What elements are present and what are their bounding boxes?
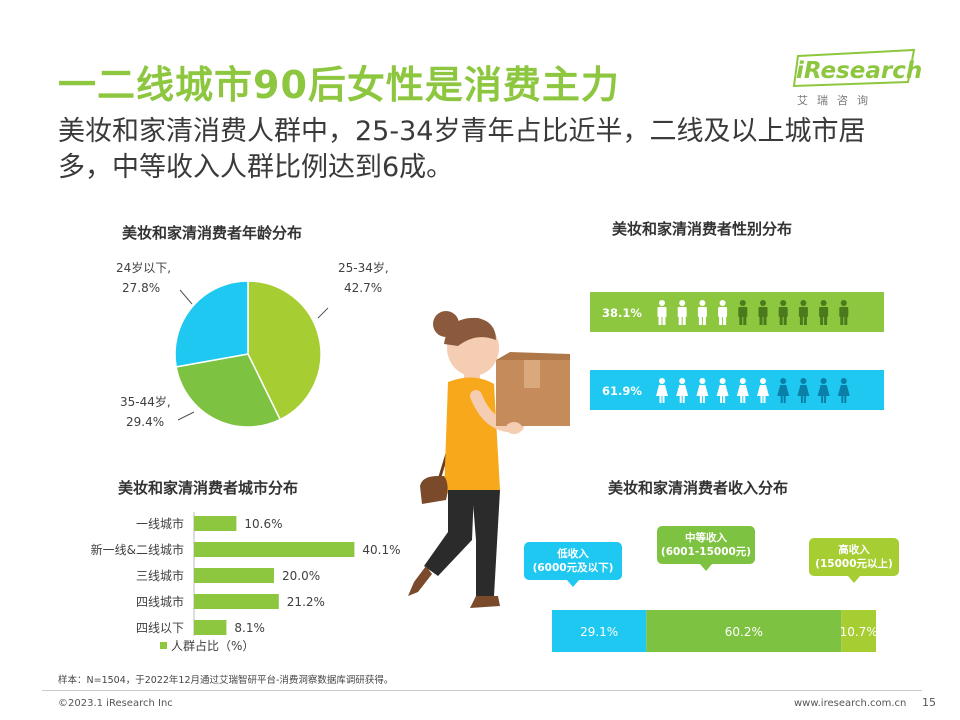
page-number: 15 <box>922 696 936 709</box>
income-segment <box>552 610 647 652</box>
city-bar <box>194 594 279 609</box>
income-category-label: (6000元及以下) <box>533 562 614 574</box>
income-segment <box>646 610 842 652</box>
city-category-label: 新一线&二线城市 <box>91 542 184 557</box>
female-icon <box>696 378 709 403</box>
pie-label: 35-44岁, <box>120 394 171 409</box>
male-icon <box>738 300 748 325</box>
city-value-label: 40.1% <box>362 543 400 557</box>
footer-divider <box>42 690 922 691</box>
city-bar <box>194 568 274 583</box>
income-category-label: (15000元以上) <box>815 557 893 570</box>
female-icon <box>757 378 769 403</box>
income-chart: 29.1% 60.2% 10.7% 低收入 (6000元及以下) 中等收入 (6001-15… <box>524 526 899 652</box>
gender-chart-title: 美妆和家清消费者性别分布 <box>612 220 793 238</box>
female-icon <box>837 378 850 403</box>
pie-slice <box>175 353 282 428</box>
gender-bar <box>590 292 884 332</box>
page-subtitle: 美妆和家清消费人群中，25-34岁青年占比近半，二线及以上城市居多，中等收入人群… <box>58 116 866 183</box>
city-category-label: 三线城市 <box>136 568 184 583</box>
city-chart-title: 美妆和家清消费者城市分布 <box>118 479 299 497</box>
woman-carrying-box-illustration <box>408 311 570 608</box>
callout-pointer <box>567 580 579 587</box>
income-value-label: 60.2% <box>725 625 763 639</box>
age-chart-title: 美妆和家清消费者年龄分布 <box>122 224 303 242</box>
gender-bar <box>590 370 884 410</box>
city-bar <box>194 620 227 635</box>
gender-row-female: 61.9% <box>590 370 884 410</box>
logo-subtext: 艾瑞咨询 <box>797 94 877 107</box>
callout-pointer <box>700 564 712 571</box>
male-icon <box>677 300 687 325</box>
page-title: 一二线城市90后女性是消费主力 <box>58 63 620 107</box>
callout-pointer <box>848 576 860 583</box>
female-icon <box>676 378 689 403</box>
legend-swatch <box>160 642 167 649</box>
city-category-label: 四线以下 <box>136 621 184 635</box>
female-icon <box>656 378 668 403</box>
male-icon <box>697 300 707 325</box>
female-icon <box>736 378 749 403</box>
gender-chart: 38.1% 61.9% <box>590 292 884 410</box>
income-segment <box>841 610 876 652</box>
logo-text: iResearch <box>796 58 923 84</box>
website-link[interactable]: www.iresearch.com.cn <box>794 698 907 709</box>
iresearch-logo <box>790 46 920 108</box>
female-icon <box>817 378 830 403</box>
pie-label: 24岁以下, <box>116 260 171 275</box>
female-icon <box>777 378 790 403</box>
city-value-label: 8.1% <box>234 621 265 635</box>
income-callout <box>657 526 755 564</box>
male-icon <box>718 300 728 325</box>
pie-label: 25-34岁, <box>338 260 389 275</box>
income-callout <box>809 538 899 576</box>
leader-line <box>317 307 329 319</box>
income-category-label: 高收入 <box>838 543 870 556</box>
income-category-label: (6001-15000元) <box>661 546 751 558</box>
city-bar-chart: 一线城市 10.6% 新一线&二线城市 40.1% 三线城市 20.0% 四线城市 21.2%… <box>91 512 401 653</box>
male-icon <box>819 300 829 325</box>
gender-value-label: 61.9% <box>602 384 642 398</box>
pie-value-label: 42.7% <box>344 281 382 295</box>
income-callout <box>524 542 622 580</box>
leader-line <box>179 289 193 305</box>
logo-shape <box>792 48 916 88</box>
city-value-label: 21.2% <box>287 595 325 609</box>
city-value-label: 10.6% <box>244 517 282 531</box>
pie-value-label: 27.8% <box>122 281 160 295</box>
male-icon <box>657 300 667 325</box>
leader-line <box>177 411 195 421</box>
city-bar <box>194 542 355 557</box>
gender-row-male: 38.1% <box>590 292 884 332</box>
income-category-label: 低收入 <box>556 547 589 560</box>
copyright-text: ©2023.1 iResearch Inc <box>58 698 173 709</box>
pie-value-label: 29.4% <box>126 415 164 429</box>
male-icon <box>798 300 808 325</box>
sample-footnote: 样本：N=1504，于2022年12月通过艾瑞智研平台-消费洞察数据库调研获得。 <box>58 675 394 686</box>
female-icon <box>716 378 729 403</box>
city-category-label: 四线城市 <box>136 594 184 609</box>
legend-label: 人群占比（%） <box>171 638 254 653</box>
income-value-label: 10.7% <box>840 625 878 639</box>
pie-slice <box>247 280 322 421</box>
income-chart-title: 美妆和家清消费者收入分布 <box>608 479 789 497</box>
city-bar <box>194 516 237 531</box>
male-icon <box>839 300 849 325</box>
male-icon <box>778 300 788 325</box>
income-value-label: 29.1% <box>580 625 618 639</box>
pie-slice <box>174 280 249 368</box>
city-value-label: 20.0% <box>282 569 320 583</box>
female-icon <box>797 378 810 403</box>
male-icon <box>758 300 768 325</box>
gender-value-label: 38.1% <box>602 306 642 320</box>
age-pie-chart: 25-34岁, 42.7% 35-44岁, 29.4% 24岁以下, 27.8% <box>116 260 389 429</box>
city-category-label: 一线城市 <box>136 516 184 531</box>
income-category-label: 中等收入 <box>685 531 727 544</box>
